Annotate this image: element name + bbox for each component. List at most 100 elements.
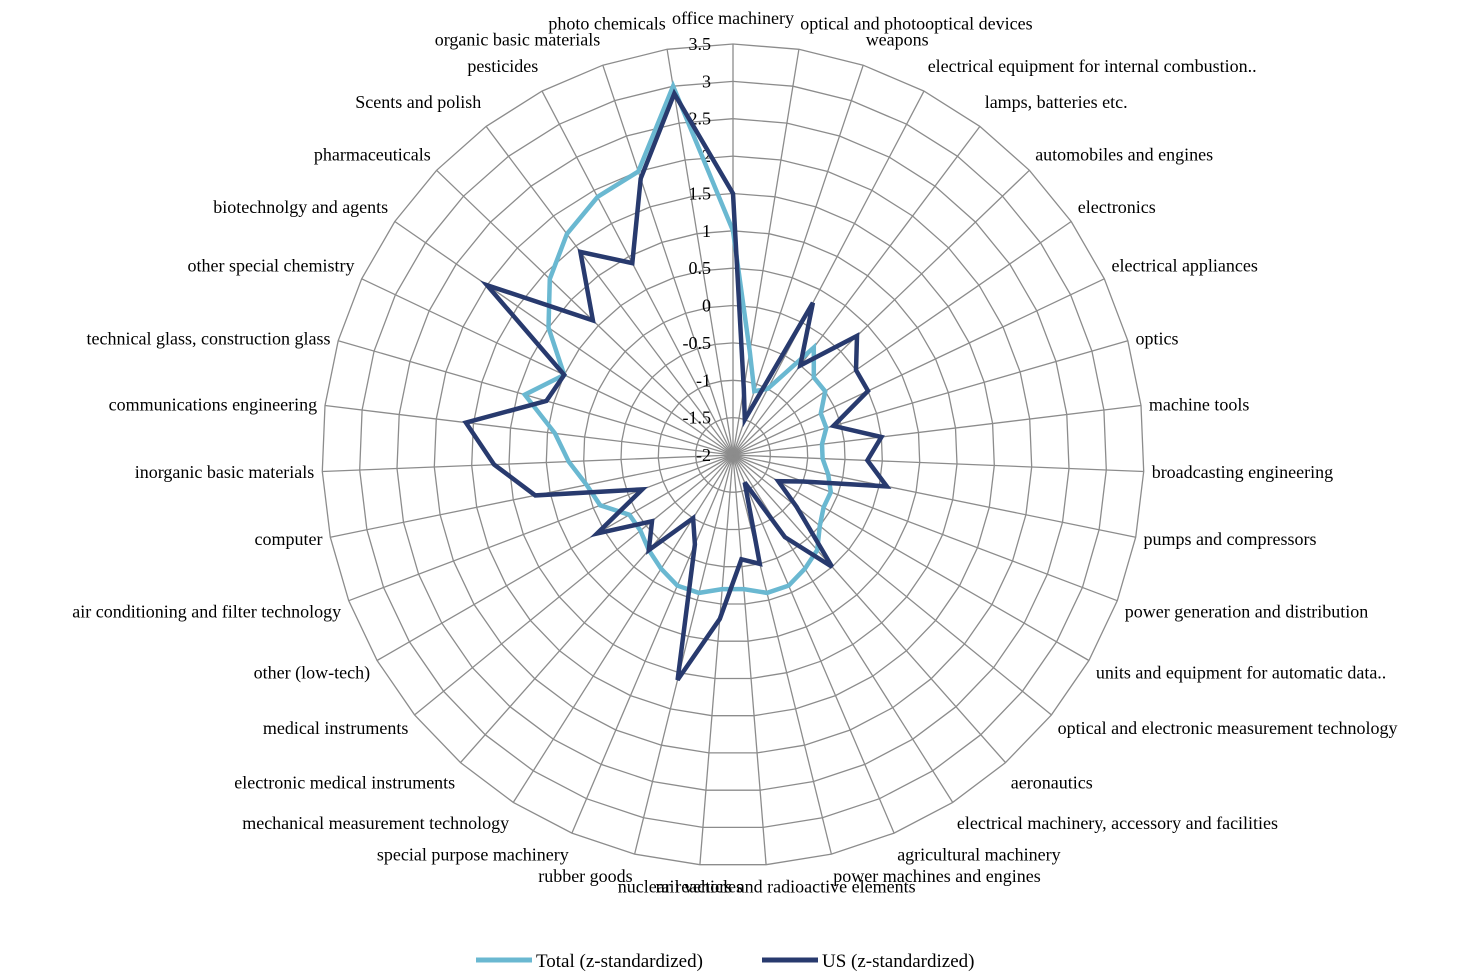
- axis-tick-label: -0.5: [683, 333, 712, 353]
- grid-spoke: [602, 64, 734, 456]
- grid-spoke: [732, 454, 767, 865]
- grid-spoke: [732, 454, 1052, 716]
- grid-spoke: [732, 90, 925, 456]
- category-label-pumps-and-compressors: pumps and compressors: [1144, 529, 1317, 549]
- grid-spoke: [338, 340, 734, 456]
- grid-spoke: [732, 454, 1090, 662]
- grid-ring: [657, 379, 809, 531]
- radial-axis-ticks: -2-1.5-1-0.500.511.522.533.5: [683, 34, 712, 465]
- category-label-optical-and-photooptical-devices: optical and photooptical devices: [800, 13, 1032, 33]
- grid-spoke: [348, 454, 734, 602]
- category-labels: office machinery optical and photooptical…: [72, 8, 1397, 897]
- grid-ring: [620, 342, 846, 568]
- axis-tick-label: -2: [696, 445, 711, 465]
- legend-label-total: Total (z-standardized): [536, 951, 703, 972]
- grid-ring: [321, 43, 1145, 866]
- category-label-medical-instruments: medical instruments: [263, 718, 408, 738]
- grid-spoke: [322, 454, 734, 473]
- grid-spoke: [436, 169, 734, 456]
- axis-tick-label: 1: [702, 221, 711, 241]
- grid-ring: [359, 80, 1107, 829]
- grid-spoke: [732, 454, 895, 834]
- category-label-computer: computer: [255, 529, 323, 549]
- series-lines: [462, 80, 892, 682]
- category-label-technical-glass-construction-glass: technical glass, construction glass: [87, 328, 331, 348]
- axis-tick-label: 2: [702, 146, 711, 166]
- category-label-organic-basic-materials: organic basic materials: [435, 30, 601, 50]
- grid-ring: [695, 416, 771, 493]
- category-label-lamps-batteries-etc: lamps, batteries etc.: [985, 92, 1128, 112]
- grid-spoke: [376, 454, 734, 662]
- category-label-optical-and-electronic-measurement-technology: optical and electronic measurement techn…: [1058, 718, 1398, 738]
- category-label-automobiles-and-engines: automobiles and engines: [1035, 145, 1213, 165]
- category-label-broadcasting-engineering: broadcasting engineering: [1152, 462, 1333, 482]
- grid-spoke: [732, 340, 1128, 456]
- category-label-rail-vehicles: rail vehicles: [656, 877, 743, 897]
- grid-ring: [396, 118, 1070, 791]
- category-label-office-machinery: office machinery: [672, 8, 794, 28]
- axis-tick-label: 0.5: [689, 258, 712, 278]
- grid-spoke: [732, 454, 833, 855]
- category-label-machine-tools: machine tools: [1149, 395, 1249, 415]
- grid-spoke: [394, 220, 734, 456]
- grid-spoke: [666, 49, 734, 456]
- grid-spoke: [324, 404, 734, 456]
- axis-tick-label: 0: [702, 296, 711, 316]
- axis-tick-label: -1.5: [683, 408, 712, 428]
- category-label-electronic-medical-instruments: electronic medical instruments: [234, 773, 455, 793]
- axis-tick-label: 1.5: [689, 184, 712, 204]
- category-label-mechanical-measurement-technology: mechanical measurement technology: [242, 813, 509, 833]
- axis-tick-label: 3: [702, 71, 711, 91]
- legend: Total (z-standardized) US (z-standardize…: [476, 951, 974, 972]
- radar-grid: [321, 43, 1145, 866]
- category-label-communications-engineering: communications engineering: [109, 395, 317, 415]
- grid-spoke: [732, 404, 1142, 456]
- grid-spoke: [699, 454, 734, 865]
- axis-tick-label: 3.5: [689, 34, 712, 54]
- grid-spoke: [732, 454, 954, 803]
- category-label-pesticides: pesticides: [467, 56, 538, 76]
- grid-ring: [545, 267, 921, 642]
- category-label-biotechnolgy-and-agents: biotechnolgy and agents: [213, 197, 388, 217]
- category-label-special-purpose-machinery: special purpose machinery: [377, 845, 569, 865]
- grid-spoke: [571, 454, 734, 834]
- category-label-electrical-equipment-for-internal-combustion: electrical equipment for internal combus…: [928, 56, 1257, 76]
- series-line-total: [521, 80, 834, 596]
- grid-spoke: [414, 454, 734, 716]
- grid-spoke: [512, 454, 734, 803]
- legend-label-us: US (z-standardized): [822, 951, 974, 972]
- grid-spoke: [732, 454, 1136, 538]
- category-label-power-machines-and-engines: power machines and engines: [833, 866, 1040, 886]
- grid-spoke: [732, 454, 1144, 473]
- category-label-units-and-equipment-for-automatic-data: units and equipment for automatic data..: [1096, 663, 1386, 683]
- grid-spoke: [361, 278, 734, 456]
- grid-spoke: [732, 220, 1072, 456]
- category-label-weapons: weapons: [866, 30, 929, 50]
- category-label-rubber-goods: rubber goods: [538, 866, 632, 886]
- category-label-electrical-machinery-accessory-and-facilities: electrical machinery, accessory and faci…: [957, 813, 1278, 833]
- grid-ring: [433, 155, 1033, 754]
- grid-spoke: [330, 454, 734, 538]
- grid-spoke: [732, 454, 1006, 764]
- category-label-agricultural-machinery: agricultural machinery: [897, 845, 1060, 865]
- category-label-air-conditioning-and-filter-technology: air conditioning and filter technology: [72, 602, 341, 622]
- series-line-us: [462, 88, 892, 682]
- grid-spoke: [633, 454, 734, 855]
- grid-spoke: [732, 126, 981, 456]
- grid-spoke: [485, 126, 734, 456]
- grid-spoke: [732, 454, 1118, 602]
- category-label-optics: optics: [1136, 328, 1179, 348]
- axis-tick-label: -1: [696, 370, 711, 390]
- grid-spoke: [732, 169, 1030, 456]
- category-label-nuclear-reactors-and-radioactive-elements: nuclear reactors and radioactive element…: [618, 877, 916, 897]
- category-label-electrical-appliances: electrical appliances: [1112, 255, 1258, 275]
- grid-spoke: [732, 278, 1105, 456]
- category-label-inorganic-basic-materials: inorganic basic materials: [135, 462, 315, 482]
- category-label-other-low-tech: other (low-tech): [254, 663, 370, 684]
- grid-spoke: [541, 90, 734, 456]
- category-label-power-generation-and-distribution: power generation and distribution: [1125, 602, 1368, 622]
- category-label-photo-chemicals: photo chemicals: [548, 13, 665, 33]
- category-label-pharmaceuticals: pharmaceuticals: [314, 145, 431, 165]
